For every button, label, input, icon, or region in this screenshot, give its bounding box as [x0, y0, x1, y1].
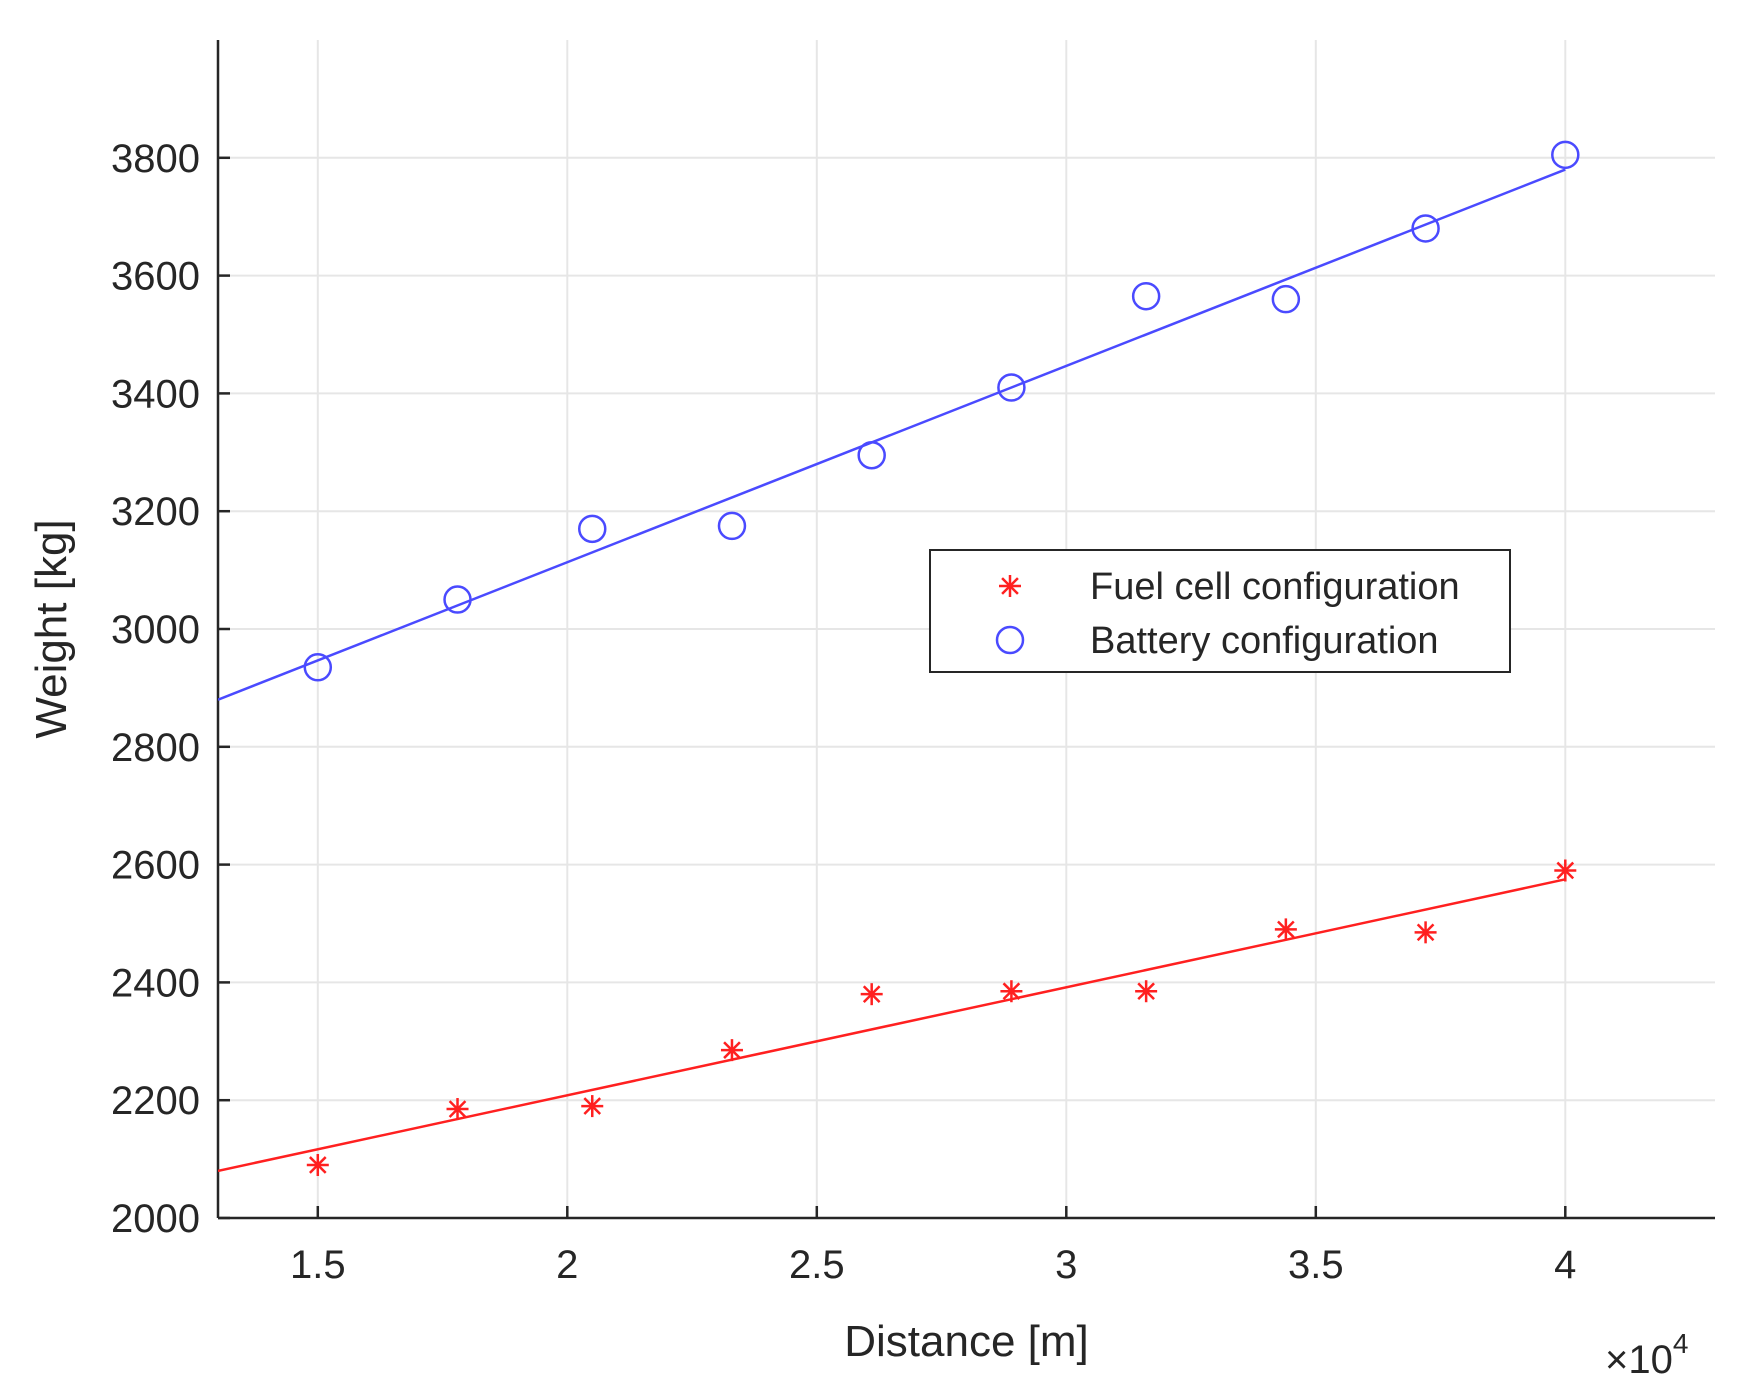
y-tick-label: 2600: [111, 844, 200, 888]
fuel-cell-point: [720, 1039, 743, 1062]
legend-marker-battery: [995, 625, 1025, 655]
battery-point: [717, 511, 747, 541]
battery-point: [303, 653, 333, 682]
x-axis-multiplier: ×104: [1605, 1328, 1688, 1382]
y-tick-label: 2800: [111, 726, 200, 770]
fuel-cell-point: [581, 1095, 604, 1118]
fuel-cell-point: [1414, 921, 1437, 944]
fit-line-battery: [218, 168, 1566, 701]
fuel-cell-point: [1274, 918, 1297, 941]
y-tick-label: 3800: [111, 137, 200, 181]
legend-label: Fuel cell configuration: [1090, 566, 1460, 608]
x-tick-label: 2.5: [789, 1243, 845, 1287]
y-axis-label: Weight [kg]: [27, 519, 76, 738]
fit-lines: [218, 168, 1566, 1173]
battery-point: [1131, 281, 1161, 311]
y-tick-label: 2400: [111, 961, 200, 1005]
legend-marker-fuel-cell: [999, 575, 1021, 597]
x-axis-multiplier-base: ×10: [1605, 1338, 1673, 1382]
x-axis-multiplier-exponent: 4: [1673, 1328, 1689, 1359]
battery-point: [1411, 214, 1440, 243]
fuel-cell-point: [1135, 980, 1158, 1003]
battery-point: [443, 585, 472, 614]
battery-point: [997, 373, 1026, 402]
battery-point: [857, 440, 886, 470]
data-points: [303, 140, 1580, 1176]
fuel-cell-point: [1554, 859, 1577, 882]
battery-point: [1551, 140, 1580, 170]
x-tick-label: 4: [1554, 1243, 1576, 1287]
fuel-cell-point: [1000, 980, 1023, 1003]
legend-label: Battery configuration: [1090, 620, 1439, 662]
x-tick-label: 3.5: [1288, 1243, 1344, 1287]
ticks: 1.5 2 2.5 3 3.5 4 2000 2200 2400 2600 2800 3000 3200…: [111, 137, 1576, 1287]
fuel-cell-point: [860, 983, 883, 1006]
fuel-cell-point: [446, 1098, 469, 1121]
fuel-cell-point: [306, 1153, 329, 1176]
x-axis-label: Distance [m]: [844, 1317, 1089, 1366]
fit-line-fuel-cell: [218, 878, 1566, 1173]
x-tick-label: 1.5: [290, 1243, 346, 1287]
y-tick-label: 2200: [111, 1079, 200, 1123]
y-tick-label: 3600: [111, 255, 200, 299]
battery-point: [1271, 284, 1301, 314]
y-tick-label: 3200: [111, 490, 200, 534]
y-tick-label: 3400: [111, 372, 200, 416]
y-tick-label: 3000: [111, 608, 200, 652]
legend: Fuel cell configuration Battery configura…: [929, 549, 1511, 673]
battery-point: [578, 514, 607, 544]
x-tick-label: 2: [556, 1243, 578, 1287]
y-tick-label: 2000: [111, 1197, 200, 1241]
x-tick-label: 3: [1055, 1243, 1077, 1287]
legend-box: [929, 549, 1511, 673]
